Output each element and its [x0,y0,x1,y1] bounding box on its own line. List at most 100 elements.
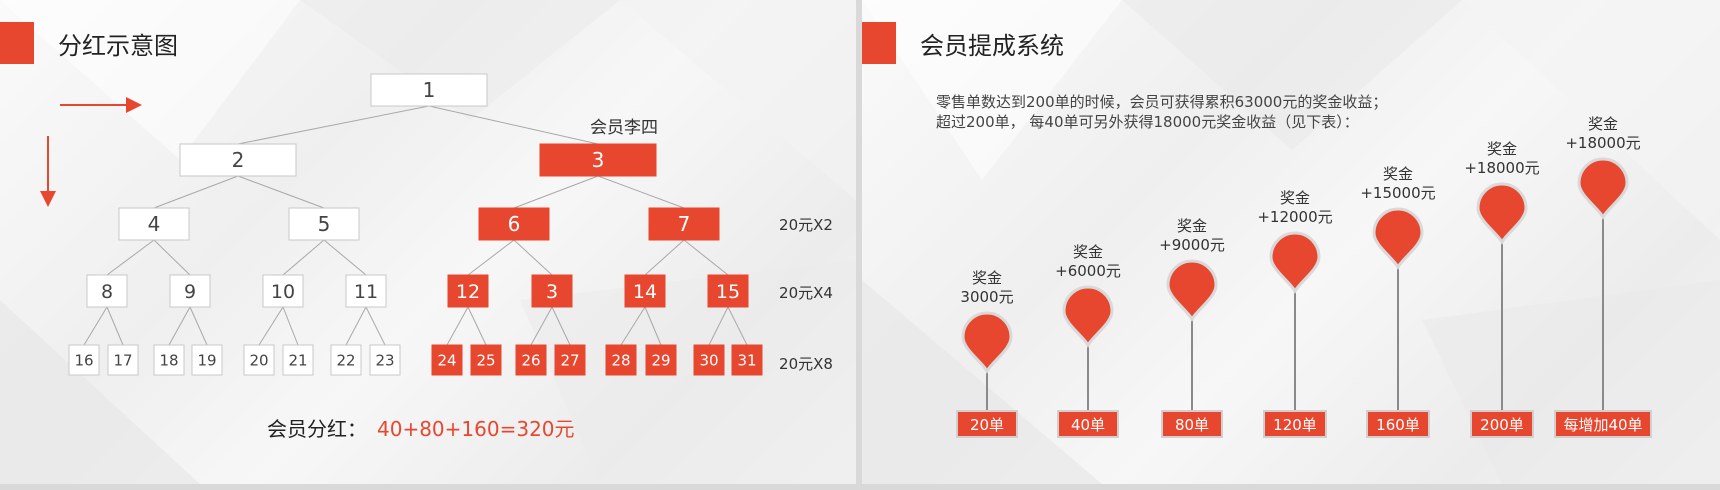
tree-node: 28 [605,344,637,376]
tree-node: 2 [179,143,297,177]
pin-title: 奖金 [1073,243,1103,261]
tree-node: 3 [531,274,573,308]
tree-node-label: 2 [232,148,245,172]
page-title: 会员提成系统 [920,32,1064,60]
order-count-badge [1470,410,1534,438]
tree-node-label: 3 [592,148,605,172]
tree-node-label: 15 [716,281,740,303]
tree-node: 12 [447,274,489,308]
tree-node-label: 6 [508,212,521,236]
tree-node: 11 [345,274,387,308]
tree-node-label: 29 [651,351,670,369]
pin-title: 奖金 [1177,217,1207,235]
pin-title: 奖金 [1280,189,1310,207]
tree-node: 25 [470,344,502,376]
pin-title: 奖金 [1383,165,1413,183]
tree-node-label: 10 [271,281,295,303]
tree-node-label: 19 [197,351,216,369]
background-polygons [0,0,856,484]
description-line-2: 超过200单， 每40单可另外获得18000元奖金收益（见下表）： [936,113,1359,131]
level-label-2: 20元X4 [779,284,833,302]
order-count-label: 80单 [1175,416,1209,434]
tree-node: 17 [107,344,139,376]
title-accent-bar [0,22,34,64]
pin-title: 奖金 [972,269,1002,287]
bonus-pin: 奖金+18000元 200单 [1464,140,1540,438]
tree-node-label: 25 [476,351,495,369]
map-pin-icon [1372,207,1424,270]
tree-node: 22 [330,344,362,376]
order-count-badge [1263,410,1327,438]
tree-node: 21 [282,344,314,376]
order-count-badge [1366,410,1430,438]
tree-node: 4 [118,207,190,241]
order-count-badge [956,410,1018,438]
order-count-badge [1057,410,1119,438]
map-pin-icon [1269,231,1321,294]
title-accent-bar [862,22,896,64]
map-pin-icon [1577,157,1629,220]
bonus-pin: 奖金+6000元 40单 [1055,243,1121,438]
order-count-label: 120单 [1273,416,1317,434]
pin-amount: +18000元 [1565,134,1640,152]
bonus-label: 会员分红： [267,417,367,441]
pin-amount: +9000元 [1159,236,1225,254]
tree-node-label: 17 [113,351,132,369]
tree-node-label: 7 [678,212,691,236]
page-title: 分红示意图 [58,32,178,60]
tree-node-label: 14 [633,281,657,303]
pin-amount: +18000元 [1464,159,1539,177]
tree-node: 16 [68,344,100,376]
tree-node-label: 1 [423,78,436,102]
tree-node-label: 5 [318,212,331,236]
tree-node-label: 16 [74,351,93,369]
tree-node-label: 26 [521,351,540,369]
order-count-label: 20单 [970,416,1004,434]
tree-node: 27 [554,344,586,376]
commission-pins: 零售单数达到200单的时候，会员可获得累积63000元的奖金收益； 超过200单… [936,93,1652,438]
tree-node-label: 8 [101,281,113,303]
tree-node-label: 3 [546,281,558,303]
slide-dividend-diagram: 分红示意图 1 2 3 4 5 6 7 8 9 10 11 12 3 14 15 16 17 18 19 20 21 22… [0,0,856,484]
tree-node: 7 [648,207,720,241]
tree-node: 8 [86,274,128,308]
tree-node: 5 [288,207,360,241]
tree-node: 24 [431,344,463,376]
tree-node: 3 [539,143,657,177]
bonus-pin: 奖金+12000元 120单 [1257,189,1333,438]
pin-amount: +12000元 [1257,208,1332,226]
order-count-badge [1161,410,1223,438]
order-count-badge [1554,410,1652,438]
pin-title: 奖金 [1487,140,1517,158]
tree-node: 26 [515,344,547,376]
tree-node-label: 11 [354,281,378,303]
order-count-label: 40单 [1071,416,1105,434]
tree-node: 20 [243,344,275,376]
tree-node-label: 18 [159,351,178,369]
tree-node-label: 21 [288,351,307,369]
member-name-label: 会员李四 [590,118,658,138]
tree-node: 9 [169,274,211,308]
bonus-formula: 40+80+160=320元 [377,417,575,441]
tree-node: 15 [707,274,749,308]
slide-commission-system: 会员提成系统 零售单数达到200单的时候，会员可获得累积63000元的奖金收益；… [862,0,1720,484]
tree-node-label: 23 [375,351,394,369]
order-count-label: 200单 [1480,416,1524,434]
tree-node: 6 [478,207,550,241]
map-pin-icon [1476,182,1528,245]
tree-node: 31 [731,344,763,376]
tree-node-label: 22 [336,351,355,369]
bonus-pin: 奖金+9000元 80单 [1159,217,1225,438]
tree-node: 10 [262,274,304,308]
tree-node-label: 27 [560,351,579,369]
order-count-label: 每增加40单 [1563,416,1642,434]
tree-node-label: 30 [699,351,718,369]
level-label-1: 20元X2 [779,216,833,234]
bonus-pin: 奖金+15000元 160单 [1360,165,1436,438]
tree-node: 30 [693,344,725,376]
tree-node-label: 9 [184,281,196,303]
map-pin-icon [1062,285,1114,348]
